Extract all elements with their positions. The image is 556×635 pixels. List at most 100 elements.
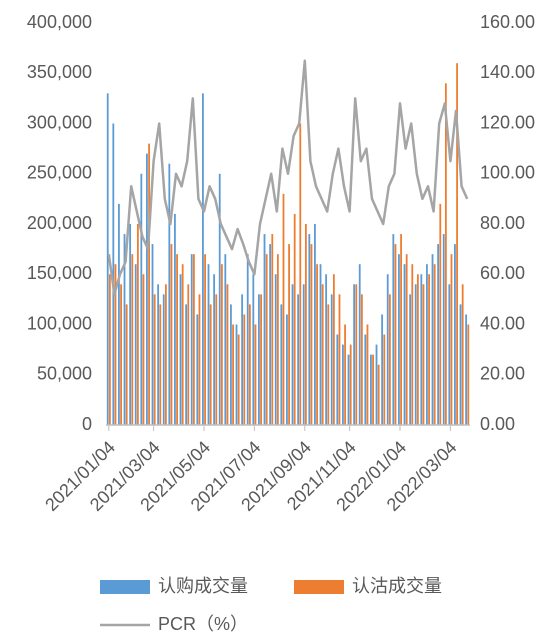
bar <box>187 284 190 425</box>
bar <box>271 234 274 425</box>
bar <box>108 274 111 425</box>
bar <box>342 344 344 425</box>
bar <box>454 244 456 425</box>
bar <box>308 234 311 425</box>
bar <box>422 284 425 425</box>
bar <box>355 284 358 425</box>
y2-tick-label: 60.00 <box>480 263 525 283</box>
bar <box>157 284 160 425</box>
bar <box>420 274 423 425</box>
bar <box>190 254 193 425</box>
bar <box>400 234 402 425</box>
bar <box>123 234 126 425</box>
bar <box>230 304 232 425</box>
bar <box>364 334 367 425</box>
bar <box>215 294 218 425</box>
bar <box>226 284 229 425</box>
y2-tick-label: 20.00 <box>480 364 525 384</box>
bar <box>237 334 240 425</box>
bar <box>375 344 378 425</box>
bar <box>336 334 339 425</box>
y2-tick-label: 0.00 <box>480 414 515 434</box>
bar <box>444 83 447 426</box>
bar <box>179 274 182 425</box>
bar <box>192 254 195 425</box>
bar <box>381 314 384 425</box>
bar <box>196 314 199 425</box>
bar <box>106 93 109 425</box>
bar <box>299 123 302 425</box>
bar <box>202 93 204 425</box>
bar <box>414 284 417 425</box>
legend-swatch <box>294 580 344 594</box>
bar <box>286 314 288 425</box>
bar <box>450 254 453 425</box>
bar <box>426 264 428 425</box>
bar <box>349 344 352 425</box>
bar <box>232 324 234 425</box>
bar <box>258 294 260 425</box>
bar <box>235 324 238 425</box>
y-tick-label: 100,000 <box>27 313 92 333</box>
bar <box>114 264 117 425</box>
bar <box>291 284 294 425</box>
bar <box>276 254 279 425</box>
bar <box>254 324 257 425</box>
bar <box>207 264 210 425</box>
bar <box>330 294 333 425</box>
bar <box>433 264 436 425</box>
y-tick-label: 200,000 <box>27 213 92 233</box>
bar <box>220 264 223 425</box>
bar <box>459 304 462 425</box>
bar <box>347 354 350 425</box>
y2-tick-label: 40.00 <box>480 313 525 333</box>
bar <box>146 153 148 425</box>
bar <box>134 264 137 425</box>
bar <box>153 294 156 425</box>
bar <box>288 244 290 425</box>
bar <box>162 294 165 425</box>
bar <box>428 274 430 425</box>
bar <box>467 324 470 425</box>
bar <box>112 123 115 425</box>
bar <box>372 354 374 425</box>
bar <box>383 334 386 425</box>
bar <box>465 314 468 425</box>
bar <box>224 254 227 425</box>
bar <box>370 354 372 425</box>
bar <box>142 274 145 425</box>
bar <box>398 254 400 425</box>
bar <box>265 254 268 425</box>
bar <box>198 294 201 425</box>
bar <box>120 284 122 425</box>
bar <box>263 234 266 425</box>
bar <box>260 294 262 425</box>
bar <box>185 304 188 425</box>
bar <box>439 203 442 425</box>
bar <box>360 294 363 425</box>
y-tick-label: 400,000 <box>27 12 92 32</box>
bar <box>386 274 389 425</box>
bar <box>280 304 283 425</box>
bar <box>136 224 139 425</box>
bar <box>148 143 150 425</box>
bar <box>319 264 322 425</box>
bar <box>403 264 406 425</box>
bar <box>248 304 251 425</box>
bar <box>269 244 272 425</box>
pcr-line <box>107 59 469 296</box>
bar <box>125 304 128 425</box>
bar <box>209 304 212 425</box>
bar <box>213 274 216 425</box>
legend-label: 认沽成交量 <box>352 576 442 596</box>
bar <box>297 294 300 425</box>
bar <box>461 284 464 425</box>
bar <box>332 274 335 425</box>
bar <box>388 294 391 425</box>
bar <box>310 244 313 425</box>
y-tick-label: 350,000 <box>27 62 92 82</box>
y2-tick-label: 80.00 <box>480 213 525 233</box>
bar <box>327 304 330 425</box>
bar <box>241 294 244 425</box>
